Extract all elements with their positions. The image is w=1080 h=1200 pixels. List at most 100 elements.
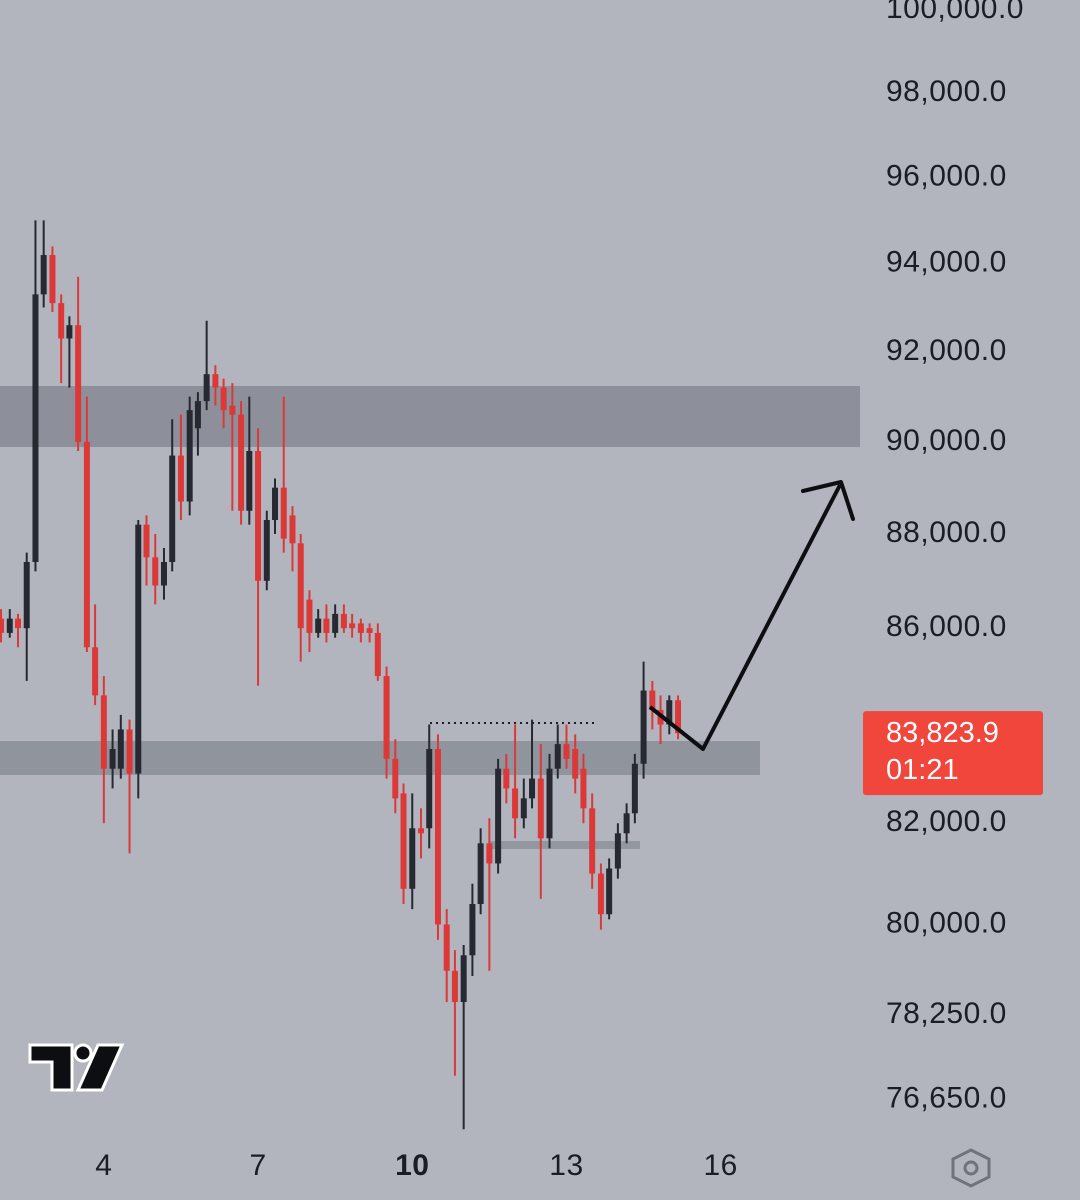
candle-body (537, 778, 544, 839)
x-tick-label: 4 (95, 1149, 112, 1182)
settings-dot[interactable] (963, 1160, 979, 1176)
y-tick-label: 90,000.0 (886, 424, 1007, 457)
candle-body (477, 843, 484, 905)
y-tick-label: 86,000.0 (886, 610, 1007, 643)
candle-body (520, 798, 527, 819)
candle-body (332, 613, 339, 633)
candle-body (418, 828, 425, 834)
candle-body (263, 520, 270, 581)
candle-body (92, 647, 99, 696)
y-tick-label: 100,000.0 (886, 0, 1024, 25)
candle-body (374, 632, 381, 677)
candle-body (666, 700, 673, 725)
candle-body (392, 758, 399, 799)
projection-arrow (648, 480, 855, 751)
candle-body (0, 618, 5, 633)
candle-body (495, 768, 502, 864)
candle-body (589, 808, 596, 874)
candle-body (306, 599, 313, 633)
candle-body (289, 515, 296, 544)
candle-body (597, 873, 604, 915)
x-tick-label: 10 (395, 1149, 429, 1182)
candle-body (272, 487, 279, 521)
candle-body (340, 613, 347, 629)
candle-body (640, 690, 647, 764)
candle-body (546, 768, 553, 839)
candle-body (6, 618, 13, 633)
candle-body (203, 374, 210, 402)
candle-body (143, 524, 150, 558)
candle-body (66, 325, 73, 339)
candle-body (503, 768, 510, 789)
y-tick-label: 94,000.0 (886, 246, 1007, 279)
last-price-label: 83,823.9 (886, 717, 999, 749)
candle-body (49, 255, 56, 304)
candle-body (623, 813, 630, 834)
candle-body (255, 451, 262, 581)
candle-body (23, 561, 30, 629)
candle-body (554, 744, 561, 769)
candle-body (160, 561, 167, 586)
candle-body (366, 628, 373, 633)
candle-body (297, 543, 304, 629)
candle-body (460, 955, 467, 1003)
logo-dot (73, 1043, 93, 1063)
logo-t (28, 1043, 74, 1092)
tradingview-logo (28, 1043, 125, 1092)
arrow-path (648, 484, 842, 751)
resistance-zone (0, 386, 860, 447)
candle-body (135, 524, 142, 774)
y-tick-label: 78,250.0 (886, 997, 1007, 1030)
candle-body (486, 843, 493, 864)
candle-body (400, 793, 407, 889)
y-tick-label: 82,000.0 (886, 805, 1007, 838)
y-tick-label: 80,000.0 (886, 906, 1007, 939)
candle-body (194, 401, 201, 429)
candle-body (32, 294, 39, 562)
candle-body (220, 387, 227, 411)
candle-body (75, 325, 82, 442)
arrow-head (801, 480, 855, 521)
y-tick-label: 96,000.0 (886, 159, 1007, 192)
candle-body (280, 487, 287, 539)
settings-hexagon[interactable] (951, 1148, 991, 1188)
candle-body (443, 924, 450, 971)
candle-body (572, 749, 579, 779)
candle-body (126, 729, 133, 774)
candle-body (409, 828, 416, 889)
candle-body (426, 749, 433, 829)
candle-body (349, 623, 356, 629)
candle-body (109, 749, 116, 769)
settings-icon[interactable] (951, 1148, 991, 1188)
candles (0, 220, 682, 1130)
candle-body (580, 768, 587, 809)
y-tick-label: 88,000.0 (886, 516, 1007, 549)
candle-body (529, 778, 536, 799)
y-tick-label: 76,650.0 (886, 1082, 1007, 1115)
candle-body (512, 788, 519, 819)
candle-body (238, 414, 245, 511)
candle-body (100, 695, 107, 769)
y-tick-label: 92,000.0 (886, 334, 1007, 367)
candle-body (469, 904, 476, 956)
candle-body (117, 729, 124, 769)
candle-body (186, 410, 193, 502)
countdown-label: 01:21 (886, 754, 959, 786)
candle-body (357, 623, 364, 633)
candle-body (83, 441, 90, 648)
candle-body (177, 455, 184, 502)
candle-body (631, 763, 638, 814)
candle-body (649, 690, 656, 710)
candle-body (212, 374, 219, 388)
x-tick-label: 13 (549, 1149, 583, 1182)
candle-body (675, 700, 682, 734)
candle-body (229, 405, 236, 415)
y-tick-label: 98,000.0 (886, 75, 1007, 108)
candle-body (14, 618, 21, 629)
candle-body (315, 618, 322, 633)
candle-body (40, 255, 47, 295)
axes: 100,000.0 98,000.0 96,000.0 94,000.0 92,000.… (95, 0, 1024, 1182)
candle-body (434, 749, 441, 925)
logo-v (75, 1043, 125, 1092)
